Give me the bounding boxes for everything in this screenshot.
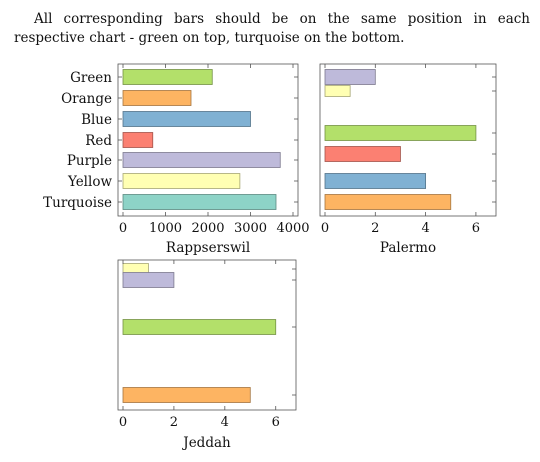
x-tick-label-1-1: 2 bbox=[371, 221, 379, 236]
x-tick-label-0-4: 4000 bbox=[276, 221, 309, 236]
category-label-6: Turquoise bbox=[43, 195, 112, 211]
category-label-2: Blue bbox=[81, 112, 112, 128]
category-label-4: Purple bbox=[67, 153, 112, 169]
bar-1-4 bbox=[324, 173, 427, 189]
category-label-0: Green bbox=[70, 70, 112, 86]
bar-0-1 bbox=[122, 90, 192, 106]
x-tick-label-1-0: 0 bbox=[321, 221, 329, 236]
bar-1-0 bbox=[324, 69, 376, 85]
bar-2-1 bbox=[122, 272, 175, 288]
x-tick-label-2-2: 4 bbox=[221, 415, 229, 430]
intro-paragraph: All corresponding bars should be on the … bbox=[14, 11, 530, 46]
chart-frame-2 bbox=[117, 259, 297, 411]
bar-0-3 bbox=[122, 132, 154, 148]
x-tick-label-0-1: 1000 bbox=[149, 221, 182, 236]
chart-title-2: Jeddah bbox=[181, 435, 231, 451]
x-tick-label-2-0: 0 bbox=[119, 415, 127, 430]
bar-1-1 bbox=[324, 85, 351, 97]
chart-frame-1 bbox=[319, 63, 497, 217]
chart-title-1: Palermo bbox=[380, 240, 436, 256]
x-tick-label-1-3: 6 bbox=[472, 221, 480, 236]
x-tick-label-0-3: 3000 bbox=[234, 221, 267, 236]
chart-title-0: Rappserswil bbox=[166, 240, 250, 256]
bar-1-3 bbox=[324, 146, 401, 162]
bar-2-3 bbox=[122, 387, 251, 403]
bar-0-4 bbox=[122, 152, 281, 168]
bar-0-5 bbox=[122, 173, 241, 189]
category-label-3: Red bbox=[85, 133, 112, 149]
bar-1-2 bbox=[324, 125, 477, 141]
bar-2-2 bbox=[122, 319, 277, 335]
category-label-5: Yellow bbox=[67, 174, 112, 190]
x-tick-label-2-1: 2 bbox=[170, 415, 178, 430]
x-tick-label-1-2: 4 bbox=[421, 221, 429, 236]
x-tick-label-0-0: 0 bbox=[119, 221, 127, 236]
bar-1-5 bbox=[324, 194, 452, 210]
x-tick-label-0-2: 2000 bbox=[191, 221, 224, 236]
bar-0-2 bbox=[122, 111, 251, 127]
bar-0-0 bbox=[122, 69, 213, 85]
category-label-1: Orange bbox=[61, 91, 112, 107]
x-tick-label-2-3: 6 bbox=[272, 415, 280, 430]
bar-0-6 bbox=[122, 194, 277, 210]
